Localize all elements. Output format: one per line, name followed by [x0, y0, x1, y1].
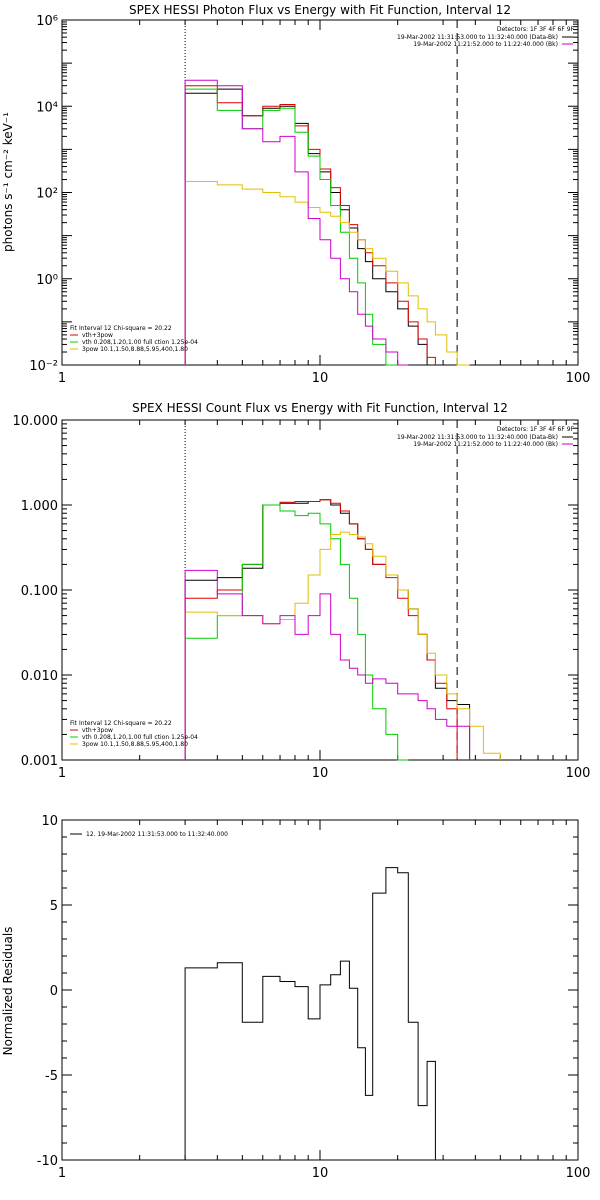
count-flux-chart: SPEX HESSI Count Flux vs Energy with Fit… [13, 401, 591, 781]
series-line-data-bk [184, 88, 436, 366]
x-tick-label: 10 [312, 371, 329, 386]
plot-frame [61, 419, 579, 761]
y-tick-label: 0.001 [21, 754, 58, 769]
legend-entry-label: 19-Mar-2002 11:21:52.000 to 11:22:40.000… [413, 41, 558, 48]
legend-entry-label: 19-Mar-2002 11:21:52.000 to 11:22:40.000… [413, 441, 558, 448]
legend-header: Detectors: 1F 3F 4F 6F 9F [497, 426, 575, 433]
fit-legend-entry: vth 0.208,1.20,1.00 full ction 1.25e-04 [82, 339, 198, 346]
legend-entry-label: 19-Mar-2002 11:31:53.000 to 11:32:40.000… [397, 434, 558, 441]
y-tick-label: 5 [50, 899, 58, 914]
legend-entry-label: 19-Mar-2002 11:31:53.000 to 11:32:40.000… [397, 34, 558, 41]
photon-flux-chart: SPEX HESSI Photon Flux vs Energy with Fi… [1, 3, 590, 386]
y-axis-label: photons s⁻¹ cm⁻² keV⁻¹ [1, 112, 15, 252]
legend-header: Detectors: 1F 3F 4F 6F 9F [497, 26, 575, 33]
y-tick-label: 1.000 [21, 499, 58, 514]
series-line-vth [184, 504, 409, 761]
y-tick-label: 10⁶ [36, 14, 58, 29]
series-line-vth-3pow [184, 499, 458, 760]
fit-legend-entry: 3pow 10.1,1.50,8.88,5.95,400,1.80 [82, 741, 188, 748]
y-tick-label: 0 [50, 984, 58, 999]
y-tick-label: 10 [41, 814, 58, 829]
residuals-chart: Normalized Residuals 1 10 100 -10 -5 0 5 10 12. … [1, 814, 590, 1181]
x-tick-label: 10 [312, 1166, 329, 1181]
fit-legend-entry: vth+3pow [82, 727, 113, 734]
series-line-vth-3pow [184, 85, 436, 365]
series-line-3pow [184, 181, 470, 366]
y-tick-label: 10⁰ [36, 273, 58, 288]
y-tick-label: 10⁴ [36, 100, 58, 115]
legend-entry-label: 12. 19-Mar-2002 11:31:53.000 to 11:32:40… [86, 831, 228, 838]
y-tick-label: 10.000 [13, 414, 59, 429]
x-tick-label: 100 [566, 766, 591, 781]
series-line-bk [184, 569, 471, 760]
y-tick-label: -5 [45, 1069, 58, 1084]
fit-legend-entry: vth+3pow [82, 332, 113, 339]
y-tick-label: 10² [36, 187, 58, 202]
fit-legend-header: Fit Interval 12 Chi-square = 20.22 [70, 720, 172, 727]
series-line-bk [184, 79, 409, 366]
x-tick-label: 100 [566, 371, 591, 386]
x-tick-label: 10 [312, 766, 329, 781]
y-tick-label: 0.100 [21, 584, 58, 599]
fit-legend-header: Fit Interval 12 Chi-square = 20.22 [70, 325, 172, 332]
y-tick-label: 0.010 [21, 669, 58, 684]
x-tick-label: 1 [58, 371, 66, 386]
y-tick-label: 10⁻² [29, 359, 58, 374]
y-tick-label: -10 [37, 1154, 58, 1169]
plot-frame [61, 19, 579, 366]
chart-title: SPEX HESSI Photon Flux vs Energy with Fi… [129, 3, 511, 17]
series-line-12-19-mar-2002-11-31-53-000-to [184, 867, 447, 1161]
fit-legend-entry: 3pow 10.1,1.50,8.88,5.95,400,1.80 [82, 346, 188, 353]
x-tick-label: 1 [58, 766, 66, 781]
chart-title: SPEX HESSI Count Flux vs Energy with Fit… [132, 401, 508, 415]
fit-legend-entry: vth 0.208,1.20,1.00 full ction 1.25e-04 [82, 734, 198, 741]
x-tick-label: 100 [566, 1166, 591, 1181]
series-line-data-bk [184, 499, 471, 760]
y-axis-label: Normalized Residuals [1, 927, 15, 1056]
x-tick-label: 1 [58, 1166, 66, 1181]
